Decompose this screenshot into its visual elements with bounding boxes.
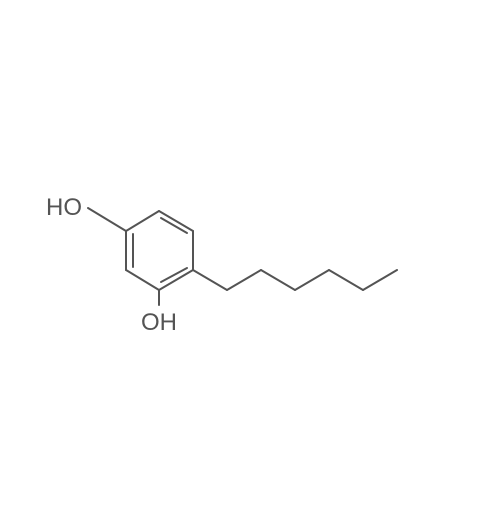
chemical-structure-diagram: HO OH [0, 0, 500, 500]
molecule-svg [0, 0, 500, 500]
hydroxyl-label-2: OH [141, 309, 177, 337]
hydroxyl-label-1: HO [46, 194, 82, 222]
